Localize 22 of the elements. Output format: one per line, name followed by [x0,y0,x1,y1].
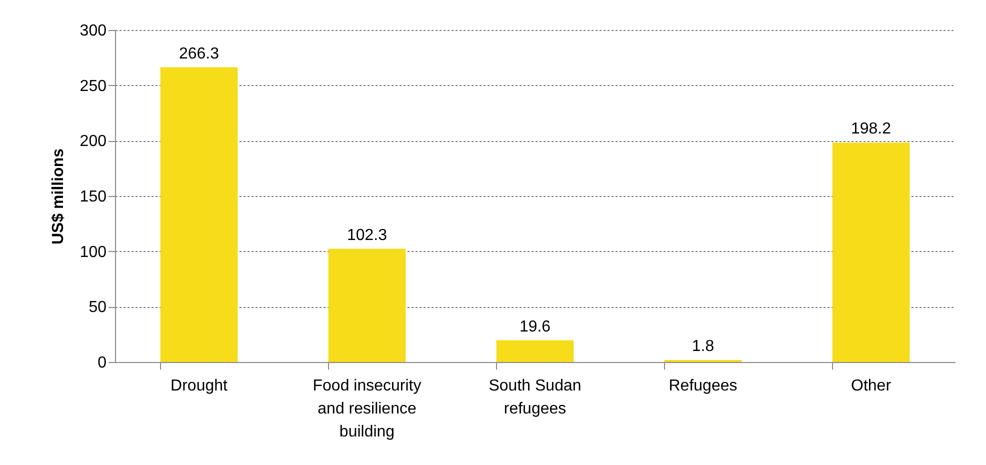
y-tick-label: 150 [80,188,107,206]
bar [496,340,574,362]
data-label: 266.3 [178,45,220,62]
data-label: 198.2 [850,120,892,138]
y-tick-label: 200 [80,133,107,150]
y-tick-label: 50 [88,299,107,316]
x-tick-label: Other [850,378,892,394]
x-tick-label: Drought [170,378,228,394]
y-tick-label: 100 [80,244,107,261]
x-tick-label: South Sudan refugees [488,378,582,418]
bar [328,248,406,362]
x-tick-label: Refugees [668,378,738,394]
data-label: 19.6 [519,318,551,336]
x-tick-label: Food insecurity and resilience building [312,378,422,440]
data-label: 102.3 [346,226,388,244]
y-axis-title: US$ millions [50,148,67,245]
y-tick-label: 0 [98,354,107,372]
y-tick-label: 300 [80,22,107,40]
bar [160,67,238,362]
y-tick-label: 250 [80,78,107,95]
bar [832,142,910,362]
data-label: 1.8 [692,338,714,356]
